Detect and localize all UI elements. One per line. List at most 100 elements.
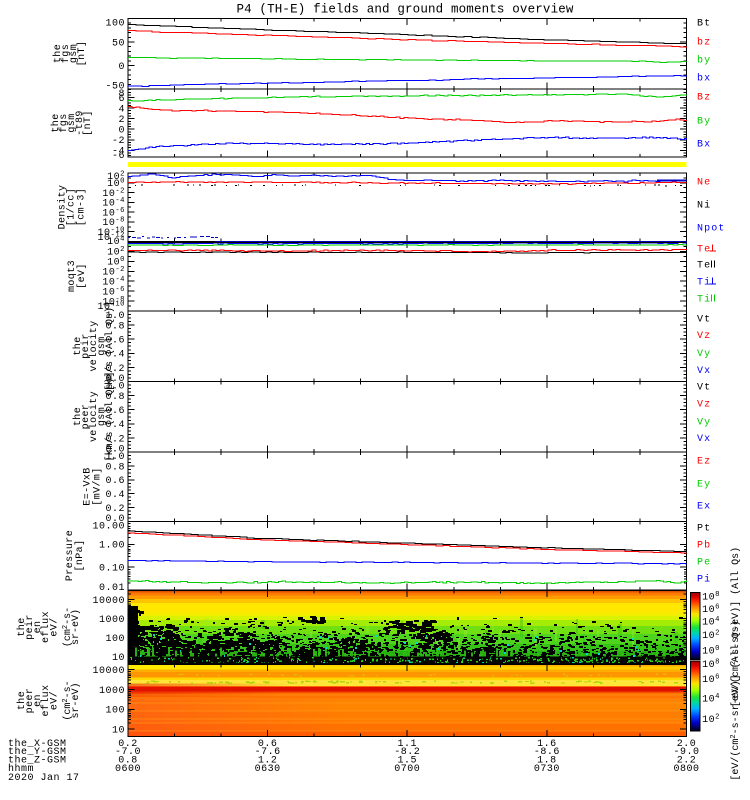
svg-text:10.00: 10.00 xyxy=(92,521,125,532)
svg-text:106: 106 xyxy=(702,604,720,617)
svg-text:P4 (TH-E) fields and ground mo: P4 (TH-E) fields and ground moments over… xyxy=(236,3,573,17)
svg-text:bx: bx xyxy=(697,73,711,85)
svg-text:[1/cc]: [1/cc] xyxy=(66,188,78,226)
svg-text:1.0: 1.0 xyxy=(105,452,125,463)
svg-text:1.6: 1.6 xyxy=(537,739,557,750)
svg-text:0: 0 xyxy=(118,126,125,137)
svg-text:1.8: 1.8 xyxy=(537,755,557,766)
svg-text:Vx: Vx xyxy=(697,366,711,377)
svg-text:eV/: eV/ xyxy=(49,691,61,710)
svg-text:E=-VxB: E=-VxB xyxy=(83,467,94,505)
svg-text:0.2: 0.2 xyxy=(105,434,125,445)
svg-text:velocity: velocity xyxy=(88,391,100,442)
svg-text:eV/: eV/ xyxy=(49,617,61,636)
svg-text:0.0: 0.0 xyxy=(105,514,125,525)
svg-text:[mV/m]: [mV/m] xyxy=(92,467,104,505)
svg-text:-50: -50 xyxy=(105,81,125,92)
svg-text:100: 100 xyxy=(107,256,125,269)
svg-text:-8.2: -8.2 xyxy=(394,747,420,758)
svg-text:0.8: 0.8 xyxy=(105,462,125,473)
svg-text:100: 100 xyxy=(702,645,720,658)
svg-text:the: the xyxy=(72,336,84,355)
svg-text:(cm2-s-: (cm2-s- xyxy=(62,680,74,720)
svg-text:fgs: fgs xyxy=(58,113,70,132)
svg-text:By: By xyxy=(697,117,711,128)
svg-text:[km/s (All Qs)]: [km/s (All Qs)] xyxy=(104,301,116,391)
svg-text:[km/s (All Qs)]: [km/s (All Qs)] xyxy=(104,371,116,461)
svg-text:gsm: gsm xyxy=(97,336,108,355)
svg-text:gsm: gsm xyxy=(67,113,78,132)
svg-text:102: 102 xyxy=(107,246,125,259)
svg-text:[nPa]: [nPa] xyxy=(74,539,86,571)
svg-text:102: 102 xyxy=(107,171,125,184)
svg-text:100: 100 xyxy=(105,634,125,645)
svg-text:gsm: gsm xyxy=(69,44,80,63)
svg-text:peer: peer xyxy=(25,688,36,714)
svg-text:Ez: Ez xyxy=(697,457,711,468)
svg-text:104: 104 xyxy=(702,616,720,629)
svg-text:0.8: 0.8 xyxy=(105,392,125,403)
svg-text:Vy: Vy xyxy=(697,418,711,429)
svg-text:Ne: Ne xyxy=(697,178,711,189)
svg-text:Vx: Vx xyxy=(697,434,711,445)
svg-text:2.0: 2.0 xyxy=(677,739,697,750)
svg-text:the: the xyxy=(16,617,28,636)
svg-text:[cm-3]: [cm-3] xyxy=(76,188,88,226)
svg-text:10: 10 xyxy=(112,653,125,664)
svg-text:Bt: Bt xyxy=(697,19,711,30)
svg-text:0.2: 0.2 xyxy=(105,504,125,515)
svg-text:the_Z-GSM: the_Z-GSM xyxy=(8,754,67,766)
svg-text:108: 108 xyxy=(702,659,720,672)
svg-text:-8.6: -8.6 xyxy=(534,747,560,758)
svg-text:[eV/(cm2-s-sr-eV)] (All Qs): [eV/(cm2-s-sr-eV)] (All Qs) xyxy=(730,547,742,707)
svg-text:0.2: 0.2 xyxy=(118,739,138,750)
svg-text:Vy: Vy xyxy=(697,349,711,360)
svg-text:8: 8 xyxy=(118,89,125,100)
svg-text:0.4: 0.4 xyxy=(105,350,125,361)
svg-text:Vt: Vt xyxy=(697,314,711,325)
svg-text:Te: Te xyxy=(697,261,711,272)
svg-text:10000: 10000 xyxy=(92,596,125,607)
svg-text:1.00: 1.00 xyxy=(99,541,125,552)
svg-text:peir: peir xyxy=(80,333,92,359)
svg-text:-t89: -t89 xyxy=(75,110,86,136)
svg-text:Npot: Npot xyxy=(697,224,725,235)
svg-text:0.10: 0.10 xyxy=(99,564,125,575)
svg-text:peer: peer xyxy=(81,404,92,430)
svg-text:0.2: 0.2 xyxy=(105,364,125,375)
svg-text:0630: 0630 xyxy=(255,764,281,775)
svg-text:Pb: Pb xyxy=(697,540,711,552)
svg-text:Density: Density xyxy=(57,185,69,230)
svg-text:0.8: 0.8 xyxy=(118,755,138,766)
svg-text:0800: 0800 xyxy=(673,764,699,775)
svg-text:0.6: 0.6 xyxy=(105,406,125,417)
svg-text:-7.6: -7.6 xyxy=(255,747,281,758)
svg-text:0.4: 0.4 xyxy=(105,490,125,501)
svg-text:the_Y-GSM: the_Y-GSM xyxy=(8,746,67,758)
svg-text:eflux: eflux xyxy=(40,684,52,716)
svg-text:50: 50 xyxy=(112,38,125,49)
svg-text:Bx: Bx xyxy=(697,140,711,151)
svg-text:fgs: fgs xyxy=(60,44,72,63)
svg-text:by: by xyxy=(697,55,711,67)
svg-text:en: en xyxy=(33,621,44,634)
svg-text:Te: Te xyxy=(697,245,711,256)
svg-text:0.6: 0.6 xyxy=(258,739,278,750)
svg-text:10000: 10000 xyxy=(92,666,125,677)
svg-text:-9.0: -9.0 xyxy=(673,747,699,758)
svg-text:108: 108 xyxy=(702,591,720,604)
svg-text:102: 102 xyxy=(702,713,720,726)
svg-text:-4: -4 xyxy=(112,147,125,158)
svg-text:[eV]: [eV] xyxy=(76,263,88,289)
svg-text:0.6: 0.6 xyxy=(105,336,125,347)
svg-text:-6: -6 xyxy=(112,151,125,162)
svg-text:(cm2-s-: (cm2-s- xyxy=(62,607,74,647)
svg-text:Ti: Ti xyxy=(697,294,711,306)
svg-text:Ni: Ni xyxy=(697,200,711,212)
svg-text:1000: 1000 xyxy=(99,686,125,697)
svg-text:1.0: 1.0 xyxy=(105,311,125,322)
svg-text:moqt3: moqt3 xyxy=(67,260,78,292)
svg-text:the: the xyxy=(16,691,28,710)
svg-text:Pt: Pt xyxy=(697,524,711,535)
svg-text:[nT]: [nT] xyxy=(76,41,88,67)
